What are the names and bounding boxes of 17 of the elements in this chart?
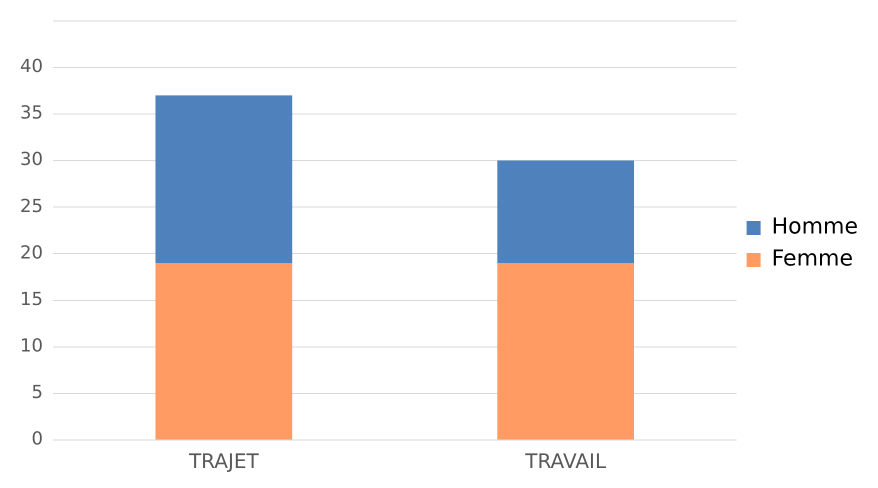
x-tick-label: TRAJET [188,449,260,474]
x-tick-label: TRAVAIL [524,449,607,474]
bar [155,95,292,264]
y-tick-label: 0 [31,428,43,450]
y-tick-label: 5 [31,382,43,404]
legend-label: Femme [772,246,853,272]
legend-label: Homme [772,214,858,240]
y-tick-label: 30 [20,149,43,170]
bar [497,160,634,264]
bar [497,263,634,440]
y-tick-label: 20 [20,242,43,264]
y-tick-label: 10 [20,336,43,357]
y-tick-label: 40 [20,56,43,78]
y-tick-label: 35 [20,102,43,124]
bar [155,263,292,440]
y-tick-label: 15 [20,288,43,310]
y-tick-label: 25 [20,196,43,217]
